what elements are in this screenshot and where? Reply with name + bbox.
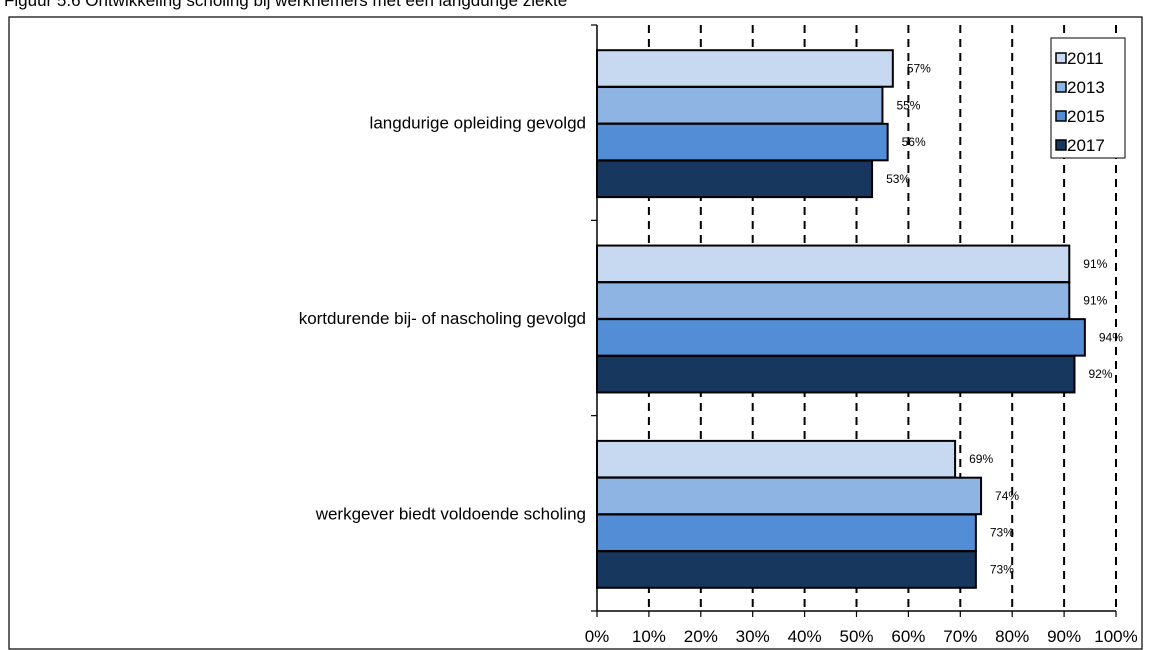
data-label: 94%	[1099, 330, 1123, 344]
category-label: langdurige opleiding gevolgd	[370, 114, 586, 133]
data-label: 55%	[896, 98, 920, 112]
data-label: 73%	[990, 563, 1014, 577]
bar	[597, 50, 893, 87]
data-label: 56%	[902, 135, 926, 149]
x-tick-label: 30%	[736, 627, 770, 646]
x-tick-label: 90%	[1047, 627, 1081, 646]
data-label: 92%	[1088, 367, 1112, 381]
legend-swatch	[1056, 53, 1066, 63]
data-label: 91%	[1083, 257, 1107, 271]
data-label: 73%	[990, 526, 1014, 540]
x-tick-label: 80%	[995, 627, 1029, 646]
x-tick-label: 0%	[585, 627, 610, 646]
bar	[597, 319, 1085, 356]
bar	[597, 161, 872, 198]
x-tick-label: 50%	[839, 627, 873, 646]
legend-entry: 2013	[1067, 78, 1105, 97]
bar	[597, 124, 888, 161]
legend[interactable]: 2011 2013 2015 2017	[1051, 38, 1125, 158]
data-label: 57%	[907, 61, 931, 75]
bar	[597, 514, 976, 551]
x-tick-label: 60%	[891, 627, 925, 646]
bar	[597, 551, 976, 588]
data-label: 91%	[1083, 294, 1107, 308]
bar	[597, 441, 955, 478]
data-label: 69%	[969, 452, 993, 466]
legend-entry: 2011	[1067, 49, 1104, 68]
bar	[597, 478, 981, 515]
bar	[597, 246, 1069, 282]
x-tick-label: 20%	[684, 627, 718, 646]
x-tick-label: 70%	[943, 627, 977, 646]
bar	[597, 282, 1069, 319]
legend-entry: 2017	[1067, 136, 1105, 155]
legend-swatch	[1056, 140, 1066, 150]
bar	[597, 87, 882, 124]
legend-swatch	[1056, 111, 1066, 121]
x-tick-label: 40%	[788, 627, 822, 646]
x-tick-label: 100%	[1094, 627, 1137, 646]
category-label: werkgever biedt voldoende scholing	[315, 504, 586, 523]
bar	[597, 356, 1074, 393]
data-label: 53%	[886, 172, 910, 186]
legend-swatch	[1056, 82, 1066, 92]
legend-entry: 2015	[1067, 107, 1105, 126]
category-label: kortdurende bij- of nascholing gevolgd	[299, 309, 586, 328]
x-tick-label: 10%	[632, 627, 666, 646]
data-label: 74%	[995, 489, 1019, 503]
